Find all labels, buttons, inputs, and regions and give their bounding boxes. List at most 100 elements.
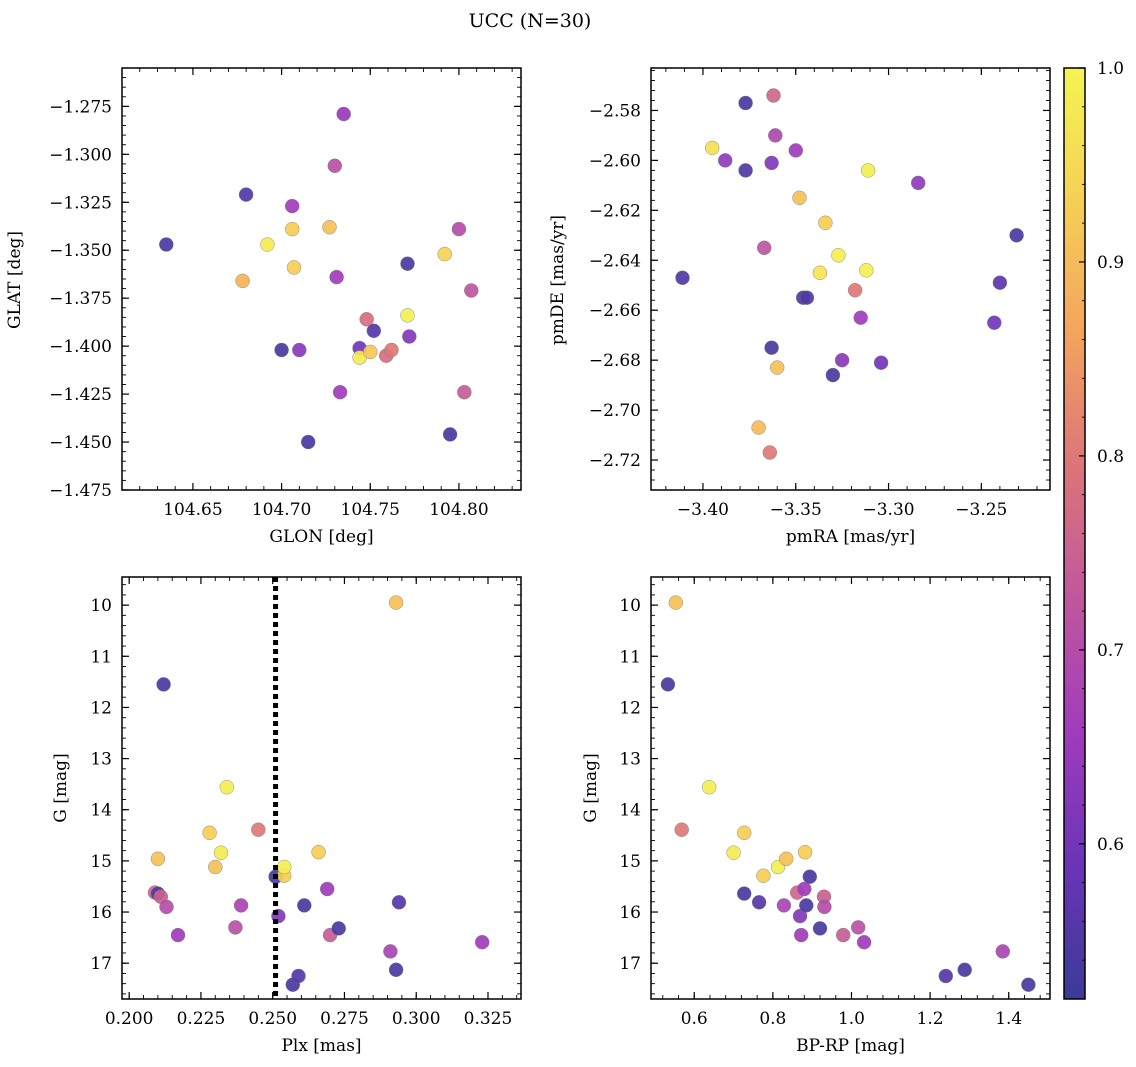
panel-pmra-pmde: −3.40 −3.35 −3.30 −3.25 −2.58 −2.60 −2.62 −2.64… <box>548 67 1051 547</box>
axis-ticks: 0.6 0.8 1.0 1.2 1.4 10 11 12 13 14 15 16 17 <box>619 577 1050 1029</box>
scatter-point <box>464 283 479 298</box>
scatter-point <box>802 869 817 884</box>
scatter-point <box>812 921 828 936</box>
y-tick-label: 16 <box>619 903 641 923</box>
plot-frame <box>121 67 522 491</box>
scatter-point <box>285 221 300 237</box>
scatter-point <box>738 95 753 111</box>
scatter-point <box>766 88 781 103</box>
scatter-point <box>825 367 841 383</box>
y-tick-label: 16 <box>90 903 112 923</box>
scatter-point <box>757 240 772 256</box>
x-tick-label: 104.75 <box>341 500 400 520</box>
scatter-point <box>388 595 404 610</box>
y-tick-label: 14 <box>619 801 641 821</box>
colorbar-frame <box>1063 67 1086 1000</box>
scatter-point <box>738 163 753 178</box>
scatter-point <box>277 859 292 875</box>
scatter-point <box>1009 228 1024 243</box>
scatter-point <box>860 163 876 178</box>
scatter-point <box>668 595 683 610</box>
plot-frame <box>650 576 1051 1000</box>
plot-frame <box>650 67 1051 491</box>
scatter-point <box>957 962 972 977</box>
scatter-point <box>331 921 346 936</box>
scatter-point <box>836 927 851 943</box>
y-tick-label: 11 <box>90 647 112 667</box>
scatter-point <box>762 445 777 460</box>
x-tick-label: 0.8 <box>759 1009 786 1029</box>
scatter-point <box>366 323 381 338</box>
scatter-point <box>384 342 399 358</box>
scatter-point <box>675 270 690 285</box>
y-tick-label: 15 <box>619 852 641 872</box>
y-tick-label: 12 <box>90 698 112 718</box>
scatter-point <box>457 385 472 400</box>
axis-ticks: −3.40 −3.35 −3.30 −3.25 −2.58 −2.60 −2.62 −2.64… <box>589 68 1050 520</box>
scatter-point <box>726 845 741 860</box>
y-tick-label: 14 <box>90 801 112 821</box>
scatter-point <box>402 329 417 344</box>
colorbar-ticks: 0.6 0.7 0.8 0.9 1.0 <box>1079 59 1124 961</box>
y-tick-label: −2.72 <box>589 451 641 471</box>
y-axis-label: pmDE [mas/yr] <box>548 215 568 345</box>
scatter-point <box>320 881 335 897</box>
x-tick-label: 0.200 <box>105 1009 154 1029</box>
y-tick-label: −2.64 <box>589 251 641 271</box>
x-tick-label: 1.4 <box>995 1009 1022 1029</box>
scatter-point <box>817 899 832 915</box>
figure-title: UCC (N=30) <box>469 10 592 32</box>
colorbar-tick-label: 0.9 <box>1097 253 1124 273</box>
x-tick-label: 0.300 <box>392 1009 441 1029</box>
y-tick-label: −2.62 <box>589 201 641 221</box>
colorbar: 0.6 0.7 0.8 0.9 1.0 <box>1063 59 1124 1000</box>
scatter-point <box>292 342 307 358</box>
scatter-points <box>660 595 1036 992</box>
scatter-point <box>208 859 223 875</box>
y-tick-label: 10 <box>90 596 112 616</box>
y-tick-label: 17 <box>90 954 112 974</box>
scatter-point <box>260 237 275 252</box>
x-tick-label: 104.80 <box>429 500 488 520</box>
y-tick-label: −2.68 <box>589 351 641 371</box>
x-tick-label: 0.275 <box>320 1009 369 1029</box>
scatter-point <box>995 944 1010 959</box>
scatter-point <box>301 434 316 450</box>
scatter-point <box>779 851 794 866</box>
scatter-point <box>788 143 803 158</box>
scatter-point <box>792 908 808 924</box>
axis-ticks: 0.200 0.225 0.250 0.275 0.300 0.325 10 11 12 13 14… <box>90 577 521 1029</box>
scatter-point <box>770 360 785 375</box>
scatter-point <box>238 187 254 202</box>
scatter-point <box>856 935 872 950</box>
colorbar-tick-label: 0.6 <box>1097 835 1124 855</box>
scatter-point <box>391 895 407 910</box>
scatter-point <box>219 780 235 795</box>
scatter-point <box>737 886 752 901</box>
x-axis-label: GLON [deg] <box>269 527 373 547</box>
y-tick-label: 11 <box>619 647 641 667</box>
scatter-point <box>400 308 415 323</box>
scatter-point <box>873 355 889 370</box>
x-tick-label: 1.2 <box>917 1009 944 1029</box>
x-tick-label: 104.70 <box>252 500 311 520</box>
scatter-point <box>764 155 779 171</box>
y-tick-label: −1.425 <box>49 385 112 405</box>
x-tick-label: 1.0 <box>838 1009 865 1029</box>
y-tick-label: −2.60 <box>589 151 641 171</box>
scatter-point <box>911 175 926 191</box>
y-tick-label: −1.400 <box>49 337 112 357</box>
y-tick-label: 15 <box>90 852 112 872</box>
scatter-point <box>150 851 166 866</box>
scatter-point <box>251 822 266 837</box>
scatter-point <box>437 246 452 262</box>
panel-glon-glat: 104.65 104.70 104.75 104.80 −1.275 −1.300 −1.3… <box>5 67 522 547</box>
y-tick-label: −1.375 <box>49 289 112 309</box>
scatter-point <box>156 677 171 692</box>
scatter-point <box>799 290 815 305</box>
scatter-point <box>812 265 828 280</box>
scatter-point <box>705 140 720 156</box>
scatter-point <box>853 310 868 325</box>
y-tick-label: −1.350 <box>49 241 112 261</box>
